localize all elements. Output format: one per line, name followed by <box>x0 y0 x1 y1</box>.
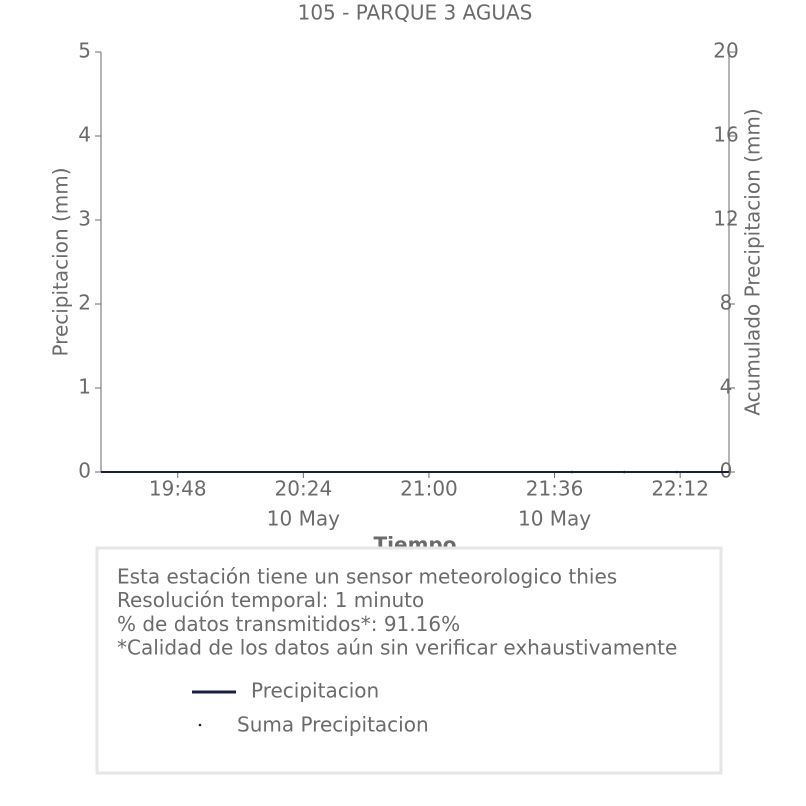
data-point <box>623 470 626 474</box>
info-box <box>95 546 723 775</box>
y2-tick-label: 12 <box>713 207 738 231</box>
x-tick-date: 10 May <box>267 507 340 531</box>
y2-tick-label: 20 <box>713 39 738 63</box>
y2-tick-label: 16 <box>713 123 738 147</box>
y-tick-label: 2 <box>78 291 91 315</box>
legend-swatch <box>198 723 202 727</box>
y-tick-label: 0 <box>78 459 91 483</box>
y-tick-label: 5 <box>78 39 91 63</box>
data-point <box>675 470 678 474</box>
chart-title: 105 - PARQUE 3 AGUAS <box>298 1 533 25</box>
y2-tick-label: 8 <box>720 291 733 315</box>
x-tick-label: 21:00 <box>400 477 458 501</box>
x-tick-label: 19:48 <box>149 477 207 501</box>
data-point <box>570 470 574 474</box>
legend-label: Suma Precipitacion <box>237 713 429 737</box>
info-text: Resolución temporal: 1 minuto <box>117 588 424 612</box>
y2-tick-label: 4 <box>720 375 733 399</box>
y-tick-label: 4 <box>78 123 91 147</box>
info-text: % de datos transmitidos*: 91.16% <box>117 612 460 636</box>
y2-tick-label: 0 <box>720 459 733 483</box>
legend-label: Precipitacion <box>251 679 379 703</box>
x-tick-label: 22:12 <box>651 477 709 501</box>
y-axis-label: Precipitacion (mm) <box>49 167 73 356</box>
y2-axis-label: Acumulado Precipitacion (mm) <box>741 108 765 415</box>
x-tick-date: 10 May <box>518 507 591 531</box>
x-tick-label: 20:24 <box>275 477 333 501</box>
info-text: *Calidad de los datos aún sin verificar … <box>117 636 677 660</box>
x-tick-label: 21:36 <box>526 477 584 501</box>
y-tick-label: 3 <box>78 207 91 231</box>
y-tick-label: 1 <box>78 375 91 399</box>
info-text: Esta estación tiene un sensor meteorolog… <box>117 565 617 589</box>
